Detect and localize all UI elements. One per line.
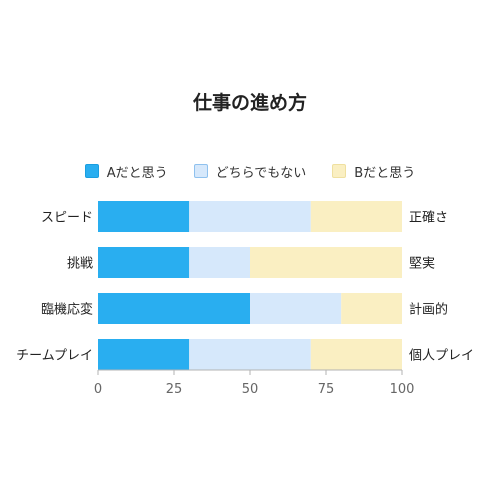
legend-item-a[interactable]: Aだと思う [84, 162, 168, 181]
bar-1-1 [189, 247, 250, 278]
legend-label-a: Aだと思う [106, 165, 168, 181]
legend-swatch-a [84, 164, 99, 178]
right-label-1: 堅実 [409, 256, 435, 272]
legend-label-neutral: どちらでもない [215, 165, 307, 181]
bar-0-0 [98, 201, 190, 232]
bar-2-0 [98, 293, 250, 324]
bar-2-2 [341, 293, 402, 324]
x-tick-label-2: 50 [242, 382, 259, 397]
legend-swatch-neutral [193, 164, 208, 178]
right-label-3: 個人プレイ [409, 349, 474, 364]
right-label-0: 正確さ [409, 210, 448, 226]
right-label-2: 計画的 [409, 302, 448, 318]
bar-0-2 [310, 201, 402, 232]
category-label-1: 挑戦 [67, 257, 93, 272]
bar-0-1 [189, 201, 311, 232]
x-tick-label-0: 0 [94, 382, 102, 397]
bar-1-0 [98, 247, 190, 278]
chart-title: 仕事の進め方 [192, 92, 307, 114]
category-label-2: 臨機応変 [41, 302, 93, 318]
x-tick-label-1: 25 [166, 382, 183, 397]
bar-1-2 [250, 247, 402, 278]
x-tick-label-4: 100 [390, 382, 415, 397]
legend-swatch-b [332, 164, 347, 178]
legend-item-b[interactable]: Bだと思う [332, 162, 415, 181]
legend-label-b: Bだと思う [354, 165, 416, 181]
bar-2-1 [250, 293, 342, 324]
bar-3-0 [98, 339, 190, 370]
bar-3-1 [189, 339, 311, 370]
category-label-0: スピード [41, 211, 93, 226]
bar-3-2 [310, 339, 402, 370]
legend-item-neutral[interactable]: どちらでもない [193, 162, 307, 181]
category-label-3: チームプレイ [16, 349, 93, 364]
chart-legend: Aだと思う どちらでもない Bだと思う [0, 160, 500, 182]
x-tick-label-3: 75 [318, 382, 335, 397]
